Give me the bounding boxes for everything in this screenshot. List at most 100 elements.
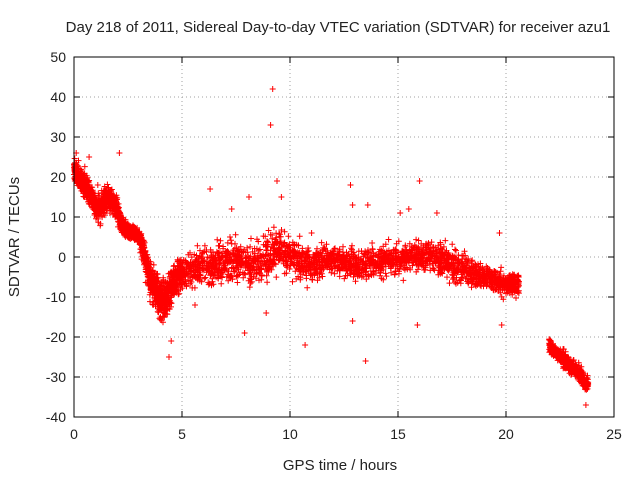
data-point (420, 252, 427, 259)
data-point (495, 276, 502, 283)
data-point (504, 289, 511, 296)
data-point (352, 278, 359, 285)
data-point (183, 282, 190, 289)
data-point (460, 252, 467, 259)
data-point (582, 386, 589, 393)
x-tick-label: 25 (606, 426, 622, 442)
data-point (276, 249, 283, 256)
data-point (166, 306, 173, 312)
data-point (568, 356, 574, 363)
data-point (457, 276, 464, 283)
data-point (559, 349, 566, 356)
data-point (546, 336, 553, 343)
data-point (402, 242, 409, 249)
data-point (187, 265, 194, 272)
data-point (214, 250, 221, 257)
data-point (513, 295, 519, 301)
data-point (411, 242, 418, 249)
data-point (509, 271, 516, 278)
data-point (414, 322, 421, 328)
data-point (144, 258, 151, 265)
data-point (154, 274, 161, 281)
data-point (229, 264, 235, 271)
data-point (356, 263, 363, 270)
data-point (209, 278, 216, 285)
data-point (314, 270, 321, 277)
data-point (201, 275, 208, 282)
data-point (261, 259, 268, 266)
data-point (267, 263, 274, 270)
data-point (378, 275, 385, 282)
data-point (585, 380, 592, 387)
data-point (231, 268, 238, 275)
data-point (161, 300, 168, 307)
data-point (258, 272, 265, 278)
data-point (492, 273, 499, 280)
data-point (268, 243, 275, 250)
data-point (228, 206, 235, 212)
y-tick-label: -20 (46, 329, 66, 345)
data-point (94, 182, 101, 188)
data-point (351, 255, 358, 262)
data-point (258, 276, 265, 283)
data-point (397, 263, 403, 270)
data-point (442, 256, 449, 263)
data-point (377, 260, 384, 267)
data-point (268, 257, 275, 264)
data-point (453, 247, 459, 254)
data-point (228, 237, 234, 244)
data-point (366, 258, 373, 265)
data-point (347, 182, 354, 188)
data-point (500, 296, 507, 303)
data-point (471, 280, 478, 287)
data-point (72, 159, 78, 166)
data-point (264, 238, 270, 245)
data-point (224, 239, 231, 246)
data-point (188, 279, 195, 285)
data-point (247, 276, 254, 283)
data-point (228, 256, 234, 263)
data-point (226, 251, 233, 258)
data-point (111, 202, 118, 209)
data-point (102, 212, 108, 219)
data-point (236, 262, 243, 269)
data-point (349, 318, 356, 324)
data-point (179, 285, 186, 292)
data-point (203, 269, 210, 276)
data-point (265, 269, 272, 275)
data-point (246, 194, 252, 200)
data-point (194, 242, 201, 249)
data-point (198, 278, 205, 285)
data-point (370, 264, 376, 271)
data-point (296, 233, 303, 240)
data-point (270, 251, 277, 258)
data-point (364, 202, 371, 208)
data-point (382, 270, 389, 277)
data-point (437, 239, 444, 246)
data-point (344, 267, 351, 274)
data-point (302, 342, 309, 348)
data-point (409, 252, 416, 258)
data-point (353, 268, 360, 275)
data-point (406, 240, 413, 247)
data-point (342, 263, 349, 270)
data-point (264, 279, 271, 286)
y-tick-label: 50 (50, 49, 66, 65)
data-point (336, 257, 343, 264)
data-point (397, 210, 404, 216)
data-point (340, 243, 346, 250)
data-point (445, 250, 452, 256)
data-point (315, 254, 322, 261)
data-point (472, 269, 478, 276)
data-point (416, 178, 423, 184)
data-point (251, 245, 258, 252)
data-point (385, 236, 392, 243)
data-point (183, 270, 190, 277)
data-point (305, 253, 312, 260)
data-point (281, 240, 288, 247)
data-point (277, 239, 283, 246)
data-point (246, 284, 253, 291)
data-point (400, 277, 407, 284)
data-point (289, 260, 296, 267)
data-point (113, 192, 120, 199)
